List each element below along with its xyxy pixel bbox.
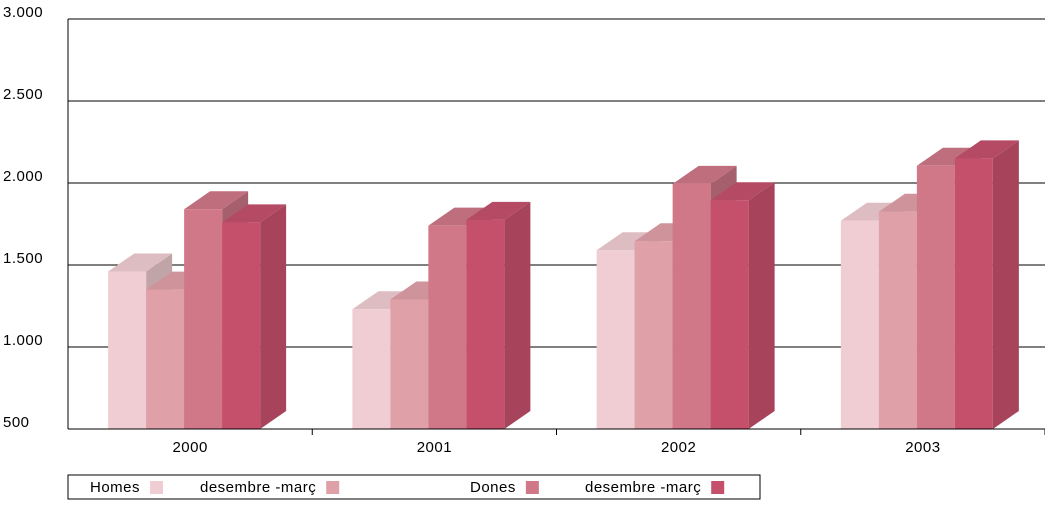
y-tick-label: 500 xyxy=(3,414,30,431)
legend-swatch xyxy=(150,481,164,494)
legend-label: Homes xyxy=(90,479,140,496)
y-tick-label: 2.500 xyxy=(3,86,43,103)
y-tick-label: 2.000 xyxy=(3,168,43,185)
bar-side xyxy=(260,204,287,429)
bar xyxy=(672,183,711,429)
bar xyxy=(184,209,223,429)
bar-side xyxy=(992,140,1019,429)
legend-label: desembre -març xyxy=(200,479,316,496)
bar xyxy=(840,220,879,429)
bar xyxy=(634,241,673,429)
x-tick-label: 2002 xyxy=(661,439,696,456)
y-tick-label: 3.000 xyxy=(3,4,43,21)
x-tick-label: 2003 xyxy=(905,439,940,456)
bar xyxy=(710,200,749,429)
x-tick-label: 2000 xyxy=(172,439,207,456)
bar-top xyxy=(184,191,249,210)
x-tick-label: 2001 xyxy=(417,439,452,456)
bar xyxy=(390,299,429,429)
bar-top xyxy=(222,204,287,223)
y-tick-label: 1.500 xyxy=(3,250,43,267)
bar-top xyxy=(672,165,737,184)
bar xyxy=(352,309,391,429)
bar xyxy=(878,211,917,429)
legend-label: desembre -març xyxy=(585,479,701,496)
bar xyxy=(916,165,955,429)
bar xyxy=(146,289,185,429)
bar-side xyxy=(748,182,775,429)
legend-label: Dones xyxy=(470,479,516,496)
legend-box xyxy=(67,474,761,500)
bar-top xyxy=(954,140,1019,159)
bar-top xyxy=(108,253,173,272)
bar xyxy=(428,225,467,429)
bar xyxy=(466,219,505,429)
legend-swatch xyxy=(711,481,725,494)
bar-top xyxy=(710,182,775,201)
y-tick-label: 1.000 xyxy=(3,332,43,349)
bar xyxy=(954,158,993,429)
bar-side xyxy=(504,201,531,429)
legend-swatch xyxy=(525,481,539,494)
bar-top xyxy=(466,201,531,220)
legend-swatch xyxy=(326,481,340,494)
bar xyxy=(596,250,635,429)
bar-top xyxy=(428,207,493,226)
bar xyxy=(108,271,147,429)
bar xyxy=(222,222,261,429)
